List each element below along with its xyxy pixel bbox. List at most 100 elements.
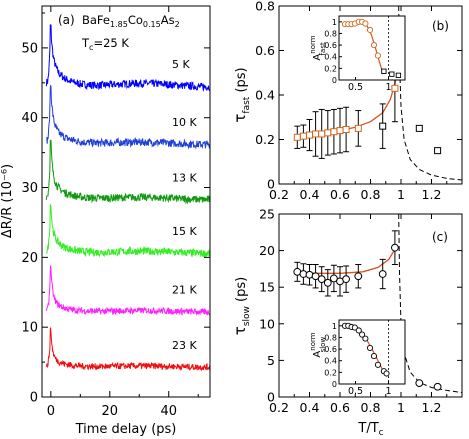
a-x-tick-label: 40 [160, 404, 177, 419]
trace-label-15k: 15 K [172, 225, 197, 238]
b-inset-x-tick-label: 0.5 [348, 82, 363, 93]
b-y-tick-label: 0.2 [255, 132, 275, 147]
c-x-tick-label: 0.8 [361, 400, 381, 415]
c-plot-area [293, 214, 462, 394]
c-y-tick-label: 25 [259, 207, 275, 222]
b-data-point [306, 131, 313, 139]
panel-b: 0.2 0.4 0.6 0.8 1 1.200.20.40.60.8 (b) τfast … [231, 0, 463, 202]
a-y-tick-label: 20 [21, 251, 38, 266]
b-inset-y-tick-label: 0.2 [324, 64, 337, 73]
panel-c-x-axis-label: T/Tc [357, 421, 383, 438]
b-y-tick-label: 0.8 [255, 0, 275, 14]
b-inset-y-tick-label: 1 [332, 18, 337, 27]
c-inset-point [355, 327, 362, 334]
b-data-point [354, 124, 362, 132]
b-data-point [342, 125, 350, 133]
b-data-point [415, 124, 423, 132]
panel-b-ticks: 0.2 0.4 0.6 0.8 1 1.2 0 0.2 0.4 0.6 0.8 [255, 0, 462, 202]
b-data-point [293, 133, 301, 141]
c-x-tick-label: 0.6 [330, 400, 350, 415]
trace-21k [45, 265, 211, 317]
c-inset-y-tick-label: 0 [332, 380, 337, 389]
compound-label: BaFe1.85Co0.15As2 [82, 13, 180, 29]
b-y-tick-label: 0.4 [255, 88, 275, 103]
c-inset-point [351, 324, 358, 331]
b-dashed-curve [398, 6, 462, 181]
a-x-tick-label: 20 [102, 404, 119, 419]
b-inset-y-tick-label: 0 [332, 76, 337, 85]
c-y-tick-label: 0 [267, 390, 275, 405]
panel-a: 5 K 10 K 13 K 15 K 21 K 23 K 0 20 40 0 10 20 30 40 5… [0, 5, 211, 437]
a-y-tick-label: 50 [21, 41, 38, 56]
b-x-tick-label: 0.8 [361, 187, 381, 202]
c-inset-point [370, 353, 378, 360]
b-x-tick-label: 1.2 [422, 187, 442, 202]
b-data-point [318, 130, 326, 138]
panel-b-inset-y-label: Anorm fast [309, 35, 327, 60]
panel-c-y-axis-label: τslow (ps) [231, 277, 252, 335]
c-data-point [391, 243, 399, 252]
b-inset-point [395, 72, 402, 78]
c-inset-point [366, 344, 374, 351]
trace-23k [45, 327, 211, 372]
a-y-tick-label: 30 [21, 181, 38, 196]
c-data-point [415, 379, 424, 387]
b-inset-x-tick-label: 1 [385, 82, 391, 93]
c-inset-y-tick-label: 0.8 [324, 333, 337, 342]
b-x-tick-label: 0.4 [300, 187, 320, 202]
b-inset-y-tick-label: 0.4 [324, 53, 337, 62]
panel-c-inset-y-label: Anorm slow [309, 332, 327, 357]
tc-label: Tc=25 K [81, 36, 129, 52]
panel-c-data [293, 214, 462, 394]
c-y-tick-label: 15 [259, 280, 275, 295]
c-data-point [378, 270, 387, 278]
b-inset-y-tick-label: 0.6 [324, 41, 337, 50]
c-inset-y-tick-label: 1 [332, 322, 337, 331]
c-dashed-curve [398, 214, 462, 394]
a-y-tick-label: 10 [21, 321, 38, 336]
b-x-tick-label: 0.6 [330, 187, 350, 202]
b-inset-point [381, 68, 387, 74]
c-x-tick-label: 1.2 [422, 400, 442, 415]
c-x-tick-label: 1 [397, 400, 405, 415]
trace-15k [45, 204, 211, 259]
c-inset-point [362, 335, 369, 342]
panel-a-series-labels: 5 K 10 K 13 K 15 K 21 K 23 K [172, 58, 197, 352]
a-y-tick-label: 0 [30, 391, 38, 406]
b-inset-point [370, 42, 378, 49]
panel-a-label: (a) [58, 13, 75, 27]
c-inset-y-tick-label: 0.4 [324, 357, 337, 366]
b-plot-area [293, 6, 462, 181]
panel-a-x-ticks: 0 20 40 [47, 6, 199, 419]
panel-b-label: (b) [432, 19, 449, 33]
c-inset-x-tick-label: 1 [385, 386, 391, 397]
c-data-point [317, 275, 326, 284]
c-inset-point [383, 370, 390, 377]
trace-label-5k: 5 K [172, 58, 190, 71]
b-y-tick-label: 0.6 [255, 43, 275, 58]
trace-5k [45, 24, 211, 92]
c-data-point [433, 382, 442, 391]
b-inset-point [362, 20, 369, 27]
b-data-point [312, 130, 320, 138]
c-y-tick-label: 5 [267, 353, 275, 368]
b-inset-y-tick-label: 0.8 [324, 29, 337, 38]
c-inset-y-tick-label: 0.6 [324, 345, 337, 354]
c-inset-point [359, 331, 366, 338]
b-data-point [379, 122, 387, 130]
c-inset-frame [338, 319, 406, 385]
trace-label-21k: 21 K [172, 284, 197, 297]
b-data-point [336, 127, 344, 135]
b-data-point [330, 128, 338, 136]
c-x-tick-label: 0.4 [300, 400, 320, 415]
c-y-tick-label: 10 [259, 316, 275, 331]
panel-c-inset: 0.5 1 0 0.2 0.4 0.6 0.8 1 [324, 319, 406, 397]
b-x-tick-label: 1 [397, 187, 405, 202]
c-data-point [311, 272, 320, 281]
b-data-point [324, 129, 332, 137]
b-inset-point [374, 52, 381, 59]
c-inset-point [374, 361, 381, 368]
trace-label-10k: 10 K [172, 116, 197, 129]
